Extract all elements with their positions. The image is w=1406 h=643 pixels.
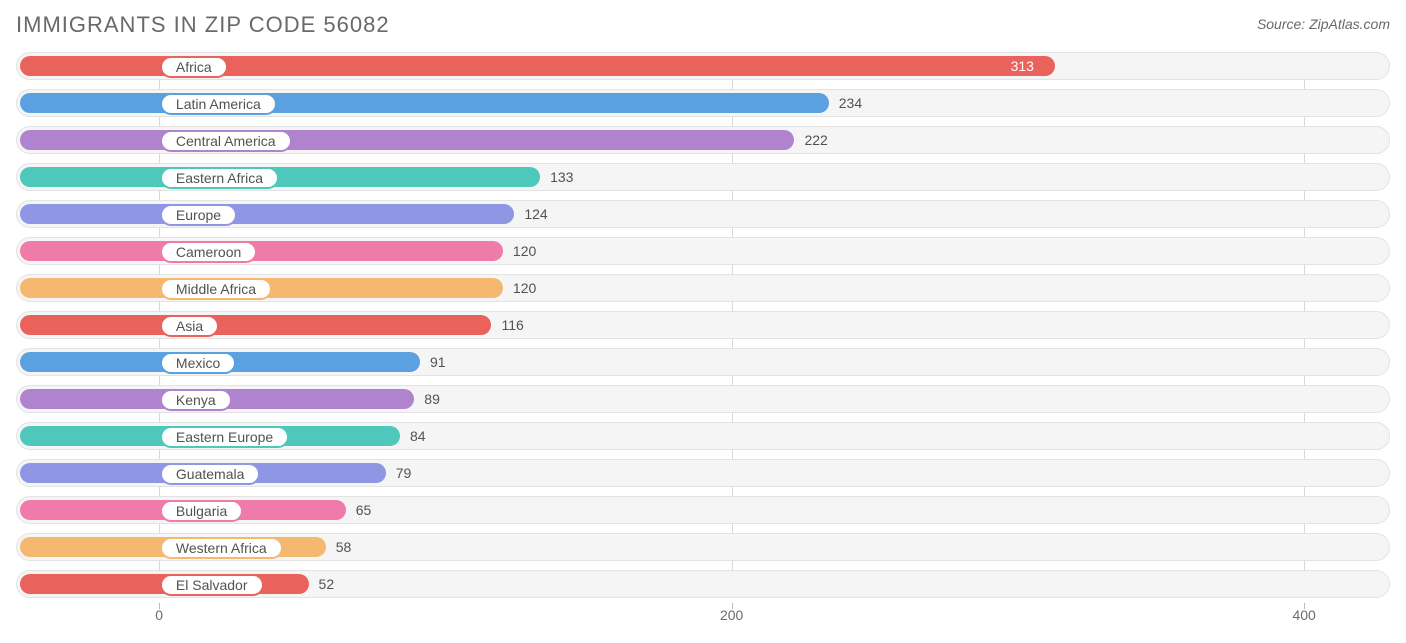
bar-value: 52 [319, 571, 335, 597]
bar-value: 120 [513, 275, 536, 301]
x-tick-label: 400 [1292, 607, 1315, 623]
bar-row: 120 Middle Africa [16, 274, 1390, 302]
bar-row: 222 Central America [16, 126, 1390, 154]
bar-value: 84 [410, 423, 426, 449]
bar-row: 116 Asia [16, 311, 1390, 339]
bar-row: 89 Kenya [16, 385, 1390, 413]
bar-value: 91 [430, 349, 446, 375]
bar-label-pill: Mexico [160, 352, 236, 374]
chart-header: IMMIGRANTS IN ZIP CODE 56082 Source: Zip… [16, 12, 1390, 38]
bar-row: 58 Western Africa [16, 533, 1390, 561]
chart-source: Source: ZipAtlas.com [1257, 12, 1390, 32]
bar-value: 120 [513, 238, 536, 264]
bar-row: 313 Africa [16, 52, 1390, 80]
bar-label-pill: Eastern Africa [160, 167, 279, 189]
bar-value: 58 [336, 534, 352, 560]
x-axis: 0 200 400 [16, 607, 1390, 631]
bar-row: 65 Bulgaria [16, 496, 1390, 524]
bar [20, 130, 794, 150]
bar-value: 124 [524, 201, 547, 227]
bar-value: 89 [424, 386, 440, 412]
bar-row: 79 Guatemala [16, 459, 1390, 487]
bar-value: 313 [1011, 53, 1034, 79]
bar-label-pill: El Salvador [160, 574, 264, 596]
bar-row: 91 Mexico [16, 348, 1390, 376]
chart-area: 313 Africa 234 Latin America 222 Central Amer… [16, 52, 1390, 631]
bar-label-pill: Bulgaria [160, 500, 243, 522]
bar-value: 222 [804, 127, 827, 153]
bar-value: 116 [501, 312, 523, 338]
bar-label-pill: Africa [160, 56, 228, 78]
bar-value: 79 [396, 460, 412, 486]
bar [20, 241, 503, 261]
bar-label-pill: Eastern Europe [160, 426, 289, 448]
bar-label-pill: Asia [160, 315, 219, 337]
bar [20, 93, 829, 113]
bar-label-pill: Middle Africa [160, 278, 272, 300]
bar-row: 133 Eastern Africa [16, 163, 1390, 191]
bar-row: 52 El Salvador [16, 570, 1390, 598]
bar-row: 124 Europe [16, 200, 1390, 228]
bar [20, 167, 540, 187]
bar [20, 315, 491, 335]
x-tick-label: 200 [720, 607, 743, 623]
x-tick-label: 0 [155, 607, 163, 623]
chart-title: IMMIGRANTS IN ZIP CODE 56082 [16, 12, 390, 38]
bar-row: 84 Eastern Europe [16, 422, 1390, 450]
bar-label-pill: Kenya [160, 389, 232, 411]
bar-value: 234 [839, 90, 862, 116]
bar-label-pill: Latin America [160, 93, 277, 115]
bar-label-pill: Cameroon [160, 241, 257, 263]
bar-value: 133 [550, 164, 573, 190]
bar-row: 120 Cameroon [16, 237, 1390, 265]
bar [20, 204, 514, 224]
bar-label-pill: Western Africa [160, 537, 283, 559]
bar-label-pill: Central America [160, 130, 292, 152]
bar-rows: 313 Africa 234 Latin America 222 Central Amer… [16, 52, 1390, 598]
bar-label-pill: Europe [160, 204, 237, 226]
bar-value: 65 [356, 497, 372, 523]
bar-label-pill: Guatemala [160, 463, 260, 485]
bar-row: 234 Latin America [16, 89, 1390, 117]
